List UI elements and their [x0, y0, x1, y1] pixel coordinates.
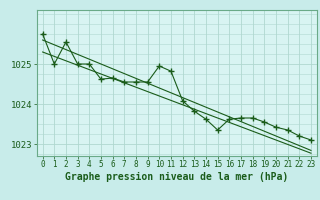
X-axis label: Graphe pression niveau de la mer (hPa): Graphe pression niveau de la mer (hPa) [65, 172, 288, 182]
